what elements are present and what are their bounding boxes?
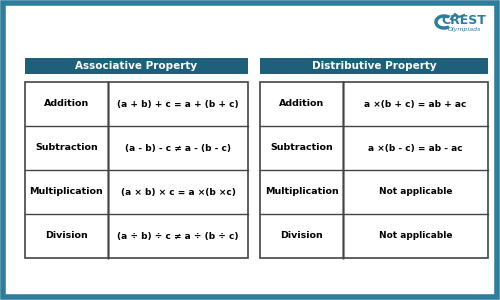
Bar [260,58,488,74]
Bar [260,82,488,258]
Text: Addition: Addition [44,100,89,109]
Text: Subtraction: Subtraction [270,143,333,152]
Text: Multiplication: Multiplication [264,188,338,196]
Text: (a × b) × c = a ×(b ×c): (a × b) × c = a ×(b ×c) [120,188,236,196]
Text: (a - b) - c ≠ a - (b - c): (a - b) - c ≠ a - (b - c) [125,143,231,152]
Text: Distributive Property: Distributive Property [312,61,436,71]
Text: Olympiads: Olympiads [448,28,480,32]
Text: (a + b) + c = a + (b + c): (a + b) + c = a + (b + c) [117,100,239,109]
Bar [260,82,488,258]
Text: a ×(b - c) = ab - ac: a ×(b - c) = ab - ac [368,143,463,152]
Text: Division: Division [45,232,88,241]
Text: Addition: Addition [279,100,324,109]
Text: Associative Property: Associative Property [76,61,198,71]
Text: a ×(b + c) = ab + ac: a ×(b + c) = ab + ac [364,100,466,109]
Bar [25,58,248,74]
Text: (a ÷ b) ÷ c ≠ a ÷ (b ÷ c): (a ÷ b) ÷ c ≠ a ÷ (b ÷ c) [117,232,239,241]
Text: CREST: CREST [442,14,486,26]
Text: Not applicable: Not applicable [379,232,452,241]
Bar [25,82,248,258]
Text: Multiplication: Multiplication [30,188,104,196]
Text: Not applicable: Not applicable [379,188,452,196]
Bar [25,82,248,258]
Text: Division: Division [280,232,323,241]
Text: Subtraction: Subtraction [35,143,98,152]
